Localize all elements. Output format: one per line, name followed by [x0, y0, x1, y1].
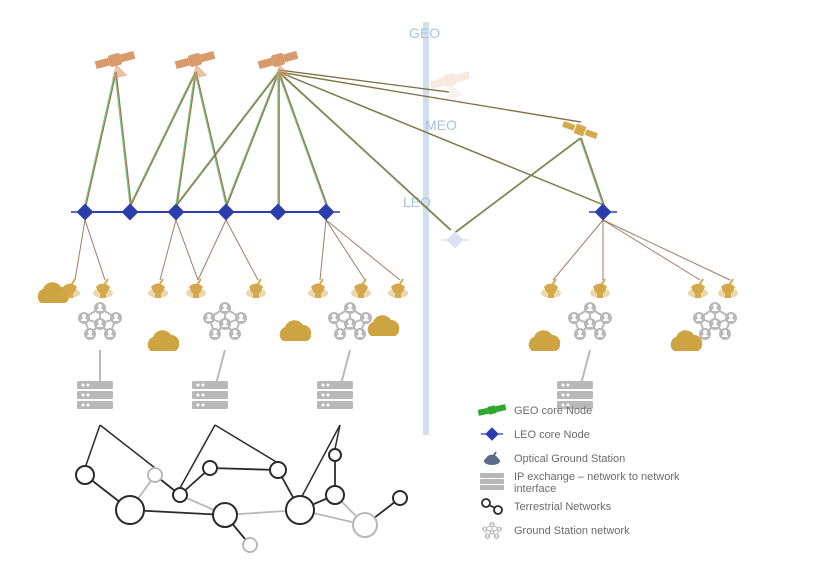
- legend-label: IP exchange – network to network: [514, 471, 680, 483]
- legend-label: Optical Ground Station: [514, 453, 625, 465]
- cloud-icon: [148, 330, 180, 351]
- terrestrial-node: [173, 488, 187, 502]
- legend-label: Ground Station network: [514, 525, 630, 537]
- terrestrial-node: [286, 496, 314, 524]
- terrestrial-node: [76, 466, 94, 484]
- cloud-icon: [280, 320, 312, 341]
- ground-station-dish-icon: [541, 279, 561, 298]
- ground-station-dish-icon: [246, 279, 266, 298]
- leo-satellite-icon: [589, 204, 617, 221]
- ip-exchange-server-icon: [192, 381, 228, 409]
- legend: GEO core Node LEO core Node Optical Ground…: [478, 404, 680, 539]
- terrestrial-node: [213, 503, 237, 527]
- leo-satellite-icon: [264, 204, 292, 221]
- ground-station-dish-icon: [688, 279, 708, 298]
- legend-label: GEO core Node: [514, 405, 592, 417]
- leo-satellite-icon: [162, 204, 190, 221]
- geo-satellite-icon: [175, 51, 216, 79]
- terrestrial-node: [243, 538, 257, 552]
- terrestrial-node: [326, 486, 344, 504]
- legend-row: Ground Station network: [482, 522, 630, 539]
- legend-row: Terrestrial Networks: [482, 499, 612, 514]
- legend-icon: [480, 473, 504, 490]
- terrestrial-node: [393, 491, 407, 505]
- ground-station-dish-icon: [186, 279, 206, 298]
- legend-icon: [482, 522, 502, 539]
- cloud-icon: [368, 315, 400, 336]
- geo-satellite-icon: [95, 51, 136, 79]
- ground-station-network-icon: [328, 302, 372, 340]
- terrestrial-node: [353, 513, 377, 537]
- legend-label: Terrestrial Networks: [514, 501, 612, 513]
- legend-row: GEO core Node: [478, 404, 593, 417]
- legend-row: IP exchange – network to networkinterfac…: [480, 471, 680, 495]
- orbit-axis: [423, 22, 429, 435]
- leo-satellite-icon: [481, 427, 503, 441]
- legend-label: interface: [514, 483, 556, 495]
- ground-station-dish-icon: [308, 279, 328, 298]
- legend-icon: [482, 499, 502, 514]
- legend-icon: [484, 452, 500, 465]
- ground-station-dish-icon: [351, 279, 371, 298]
- cloud-icon: [671, 330, 703, 351]
- ground-station-dish-icon: [148, 279, 168, 298]
- ground-station-dish-icon: [388, 279, 408, 298]
- geo-satellite-icon: [258, 51, 299, 79]
- leo-satellite-icon: [212, 204, 240, 221]
- legend-row: Optical Ground Station: [484, 452, 625, 465]
- legend-icon: [478, 404, 507, 416]
- ground-station-network-icon: [78, 302, 122, 340]
- ground-station-network-icon: [203, 302, 247, 340]
- leo-satellite-icon: [441, 232, 469, 249]
- ground-station-network-icon: [482, 522, 502, 539]
- ground-station-dish-icon: [718, 279, 738, 298]
- meo-label: MEO: [425, 117, 457, 133]
- ground-station-dish-icon: [590, 279, 610, 298]
- leo-satellite-icon: [116, 204, 144, 221]
- ground-station-dish-icon: [93, 279, 113, 298]
- cloud-icon: [529, 330, 561, 351]
- diagram-canvas: GEOMEOLEOGEO core NodeLEO core NodeOptic…: [0, 0, 814, 573]
- leo-satellite-icon: [312, 204, 340, 221]
- ip-exchange-server-icon: [77, 381, 113, 409]
- ground-station-network-icon: [568, 302, 612, 340]
- terrestrial-node: [148, 468, 162, 482]
- legend-icon: [481, 427, 503, 441]
- ip-exchange-server-icon: [317, 381, 353, 409]
- ground-station-network-icon: [693, 302, 737, 340]
- legend-label: LEO core Node: [514, 429, 590, 441]
- legend-row: LEO core Node: [481, 427, 590, 441]
- geo-label: GEO: [409, 25, 440, 41]
- terrestrial-node: [270, 462, 286, 478]
- geo-satellite-icon: [430, 71, 471, 99]
- leo-satellite-icon: [71, 204, 99, 221]
- terrestrial-node: [203, 461, 217, 475]
- terrestrial-node: [329, 449, 341, 461]
- terrestrial-node: [116, 496, 144, 524]
